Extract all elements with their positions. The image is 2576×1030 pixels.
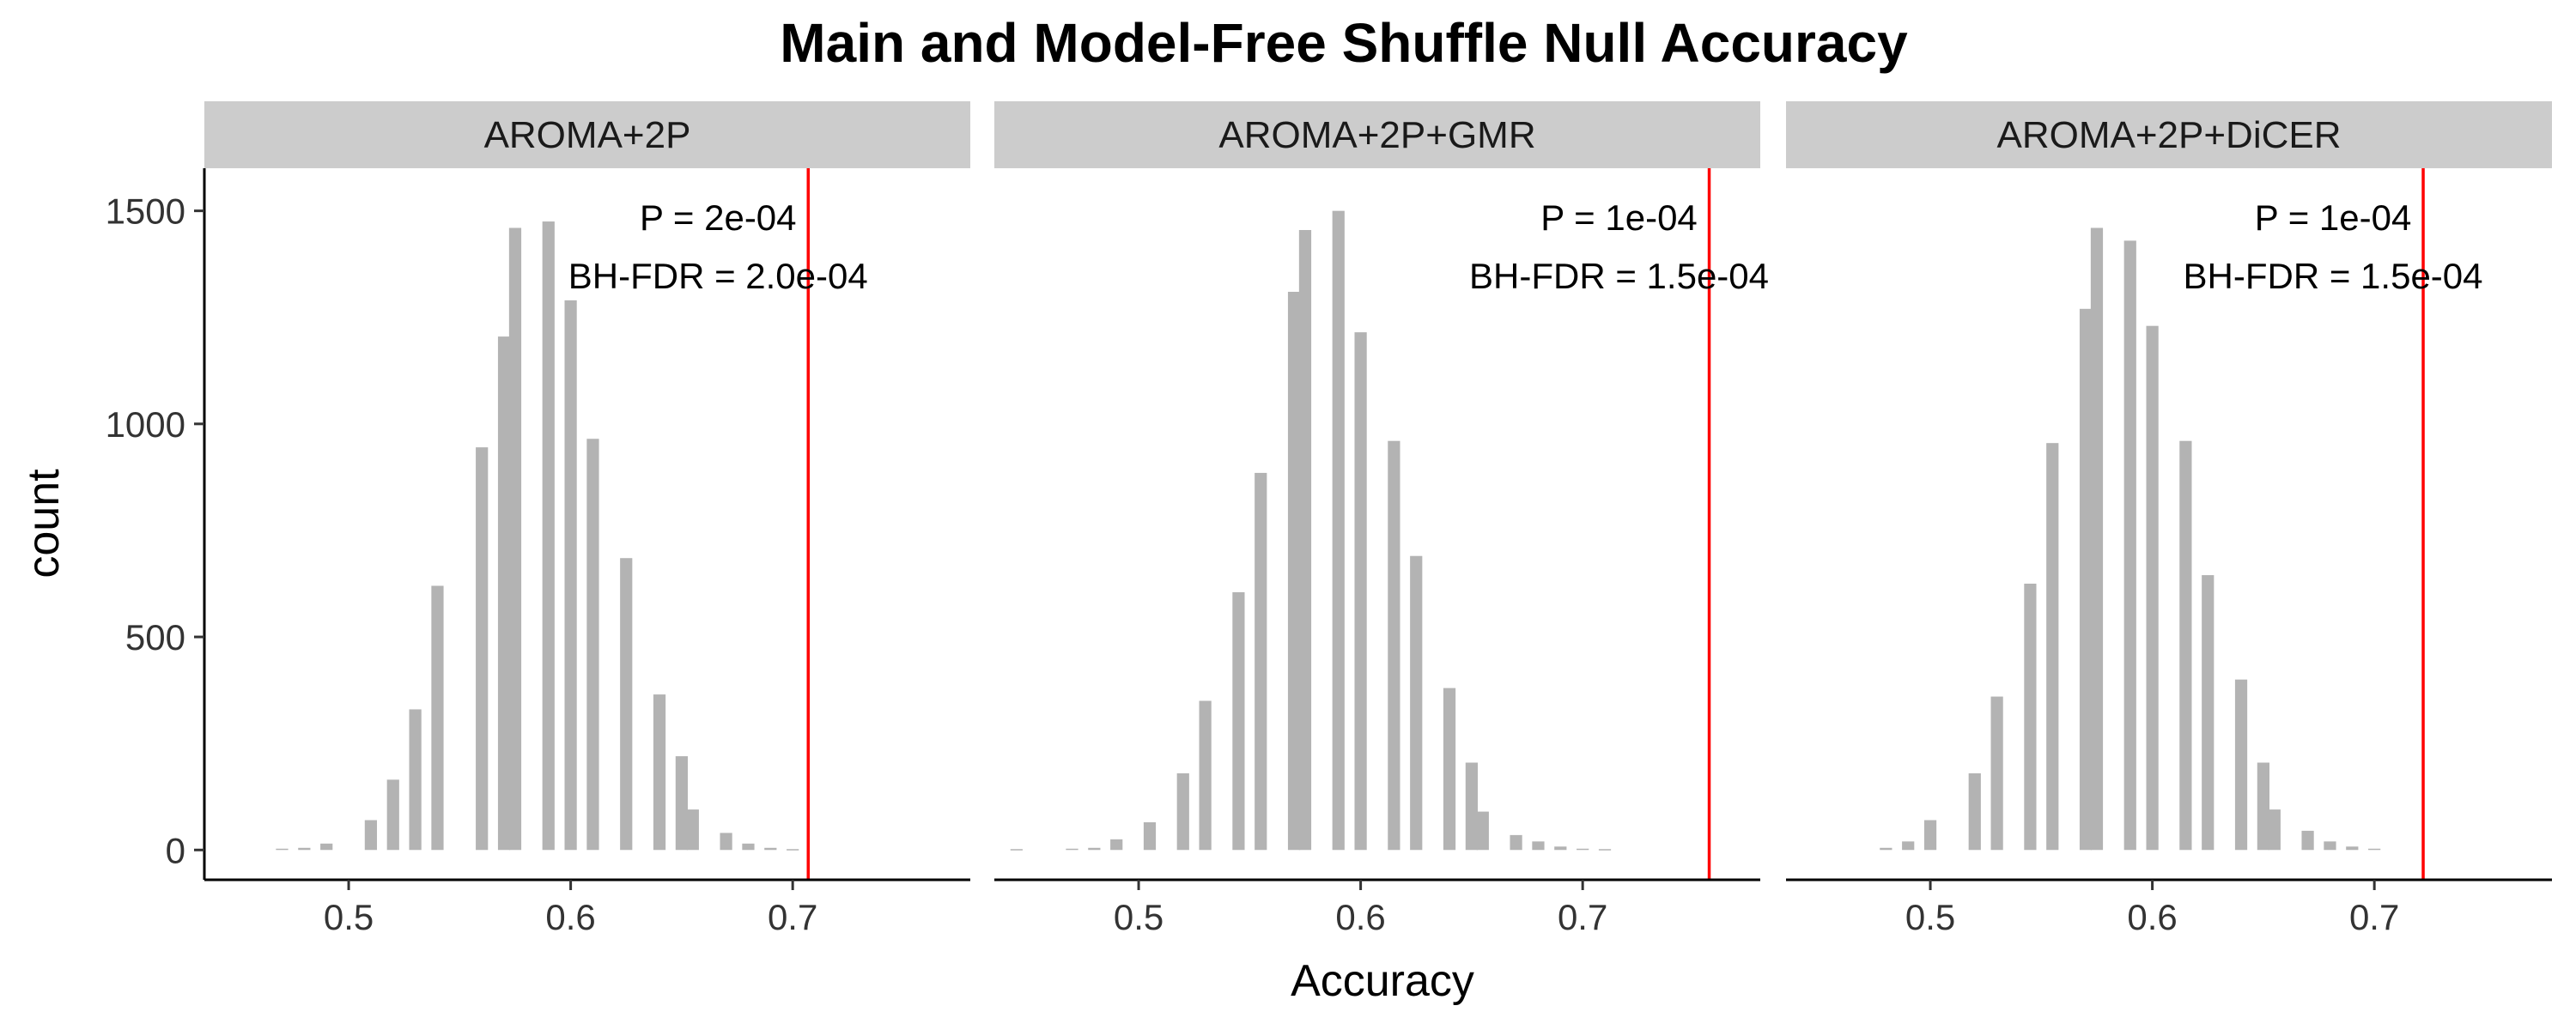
- histogram-bar: [1176, 772, 1189, 851]
- histogram-bar: [1902, 841, 1915, 851]
- y-tick-label: 1000: [106, 404, 185, 445]
- x-tick-label: 0.7: [1558, 897, 1607, 937]
- histogram-bar: [2268, 809, 2281, 851]
- histogram-bar: [1968, 772, 1981, 851]
- histogram-bar: [2024, 583, 2037, 851]
- x-tick-label: 0.6: [1335, 897, 1385, 937]
- histogram-bar: [1410, 555, 1423, 851]
- bh-fdr-label: BH-FDR = 2.0e-04: [568, 256, 868, 296]
- facet-panels: AROMA+2P P = 2e-04 BH-FDR = 2.0e-04 0.5 0.6 0…: [106, 101, 2552, 937]
- histogram-bar: [2301, 830, 2314, 851]
- panel-1: AROMA+2P P = 2e-04 BH-FDR = 2.0e-04 0.5 0.6 0…: [106, 101, 970, 937]
- histogram-bar: [2179, 440, 2192, 851]
- histogram-bar: [720, 833, 732, 851]
- y-tick-label: 1500: [106, 191, 185, 232]
- histogram-bar: [1066, 848, 1078, 851]
- histogram-bar: [542, 221, 555, 851]
- histogram-bar: [620, 558, 633, 851]
- histogram-bar: [1388, 440, 1400, 851]
- facet-label: AROMA+2P+GMR: [1218, 114, 1535, 156]
- histogram-bar: [364, 820, 378, 851]
- histogram-bar: [2202, 575, 2215, 851]
- histogram-bar: [586, 439, 599, 851]
- histogram-bar: [1287, 291, 1301, 851]
- histogram-bar: [2123, 240, 2136, 851]
- y-tick-label: 500: [125, 617, 185, 657]
- histogram-bar: [431, 585, 444, 851]
- histogram-bar: [742, 843, 755, 851]
- bh-fdr-label: BH-FDR = 1.5e-04: [1469, 256, 1769, 296]
- x-tick-label: 0.5: [1114, 897, 1163, 937]
- histogram-bar: [1577, 848, 1589, 851]
- facet-strip: [994, 101, 1760, 168]
- histogram-bar: [653, 694, 666, 851]
- histogram-bar: [2346, 846, 2359, 851]
- histogram-bar: [2257, 762, 2269, 851]
- p-value-label: P = 2e-04: [640, 197, 797, 238]
- x-tick-label: 0.5: [324, 897, 374, 937]
- histogram-bar: [1465, 762, 1478, 851]
- histogram-bar: [1598, 849, 1612, 851]
- histogram-bar: [1990, 696, 2003, 851]
- facet-label: AROMA+2P+DiCER: [1996, 114, 2341, 156]
- histogram-bar: [686, 809, 699, 851]
- histogram-bar: [675, 756, 688, 851]
- x-tick-label: 0.6: [2127, 897, 2177, 937]
- histogram-bar: [1010, 849, 1023, 851]
- histogram-bar: [409, 709, 422, 851]
- histogram-bar: [787, 849, 799, 851]
- chart-title: Main and Model-Free Shuffle Null Accurac…: [780, 12, 1908, 74]
- facet-label: AROMA+2P: [484, 114, 691, 156]
- histogram-bar: [1332, 210, 1345, 851]
- histogram-bar: [298, 847, 311, 851]
- histogram-bar: [508, 227, 522, 851]
- x-tick-label: 0.5: [1905, 897, 1955, 937]
- histogram-bar: [1510, 834, 1522, 851]
- histogram-bar: [2368, 848, 2381, 851]
- p-value-label: P = 1e-04: [2255, 197, 2412, 238]
- facet-strip: [1786, 101, 2552, 168]
- histogram-bar: [320, 843, 333, 851]
- x-tick-label: 0.7: [768, 897, 817, 937]
- histogram-bar: [497, 336, 511, 851]
- histogram-bar: [276, 848, 289, 851]
- histogram-bar: [2234, 679, 2248, 851]
- histogram-bar: [386, 779, 399, 851]
- panel-3: AROMA+2P+DiCER P = 1e-04 BH-FDR = 1.5e-04 0…: [1786, 101, 2552, 937]
- histogram-bar: [2046, 443, 2059, 851]
- histogram-bar: [1110, 839, 1123, 851]
- histogram-bar: [764, 847, 777, 851]
- histogram-bar: [564, 300, 577, 851]
- histogram-bar: [2090, 227, 2104, 851]
- bh-fdr-label: BH-FDR = 1.5e-04: [2184, 256, 2483, 296]
- histogram-bar: [1532, 841, 1545, 851]
- histogram-bar: [476, 447, 489, 851]
- x-tick-label: 0.6: [545, 897, 595, 937]
- y-tick-label: 0: [166, 830, 185, 870]
- y-axis-title: count: [19, 469, 69, 579]
- histogram-bar: [1923, 820, 1937, 851]
- histogram-bar: [1880, 847, 1893, 851]
- x-axis-title: Accuracy: [1291, 956, 1474, 1006]
- histogram-bar: [1354, 332, 1367, 851]
- x-tick-label: 0.7: [2349, 897, 2399, 937]
- histogram-bar: [1199, 700, 1212, 851]
- histogram-bar: [2324, 841, 2336, 851]
- histogram-bar: [1443, 688, 1456, 851]
- histogram-bar: [2146, 325, 2159, 851]
- histogram-bar: [1298, 229, 1312, 851]
- histogram-bar: [1232, 591, 1245, 851]
- histogram-bar: [2079, 308, 2093, 851]
- p-value-label: P = 1e-04: [1540, 197, 1698, 238]
- histogram-bar: [1255, 472, 1267, 851]
- histogram-bar: [1554, 846, 1567, 851]
- histogram-bar: [1088, 847, 1101, 851]
- histogram-bar: [1476, 811, 1489, 851]
- histogram-bar: [1143, 821, 1157, 851]
- facet-strip: [204, 101, 970, 168]
